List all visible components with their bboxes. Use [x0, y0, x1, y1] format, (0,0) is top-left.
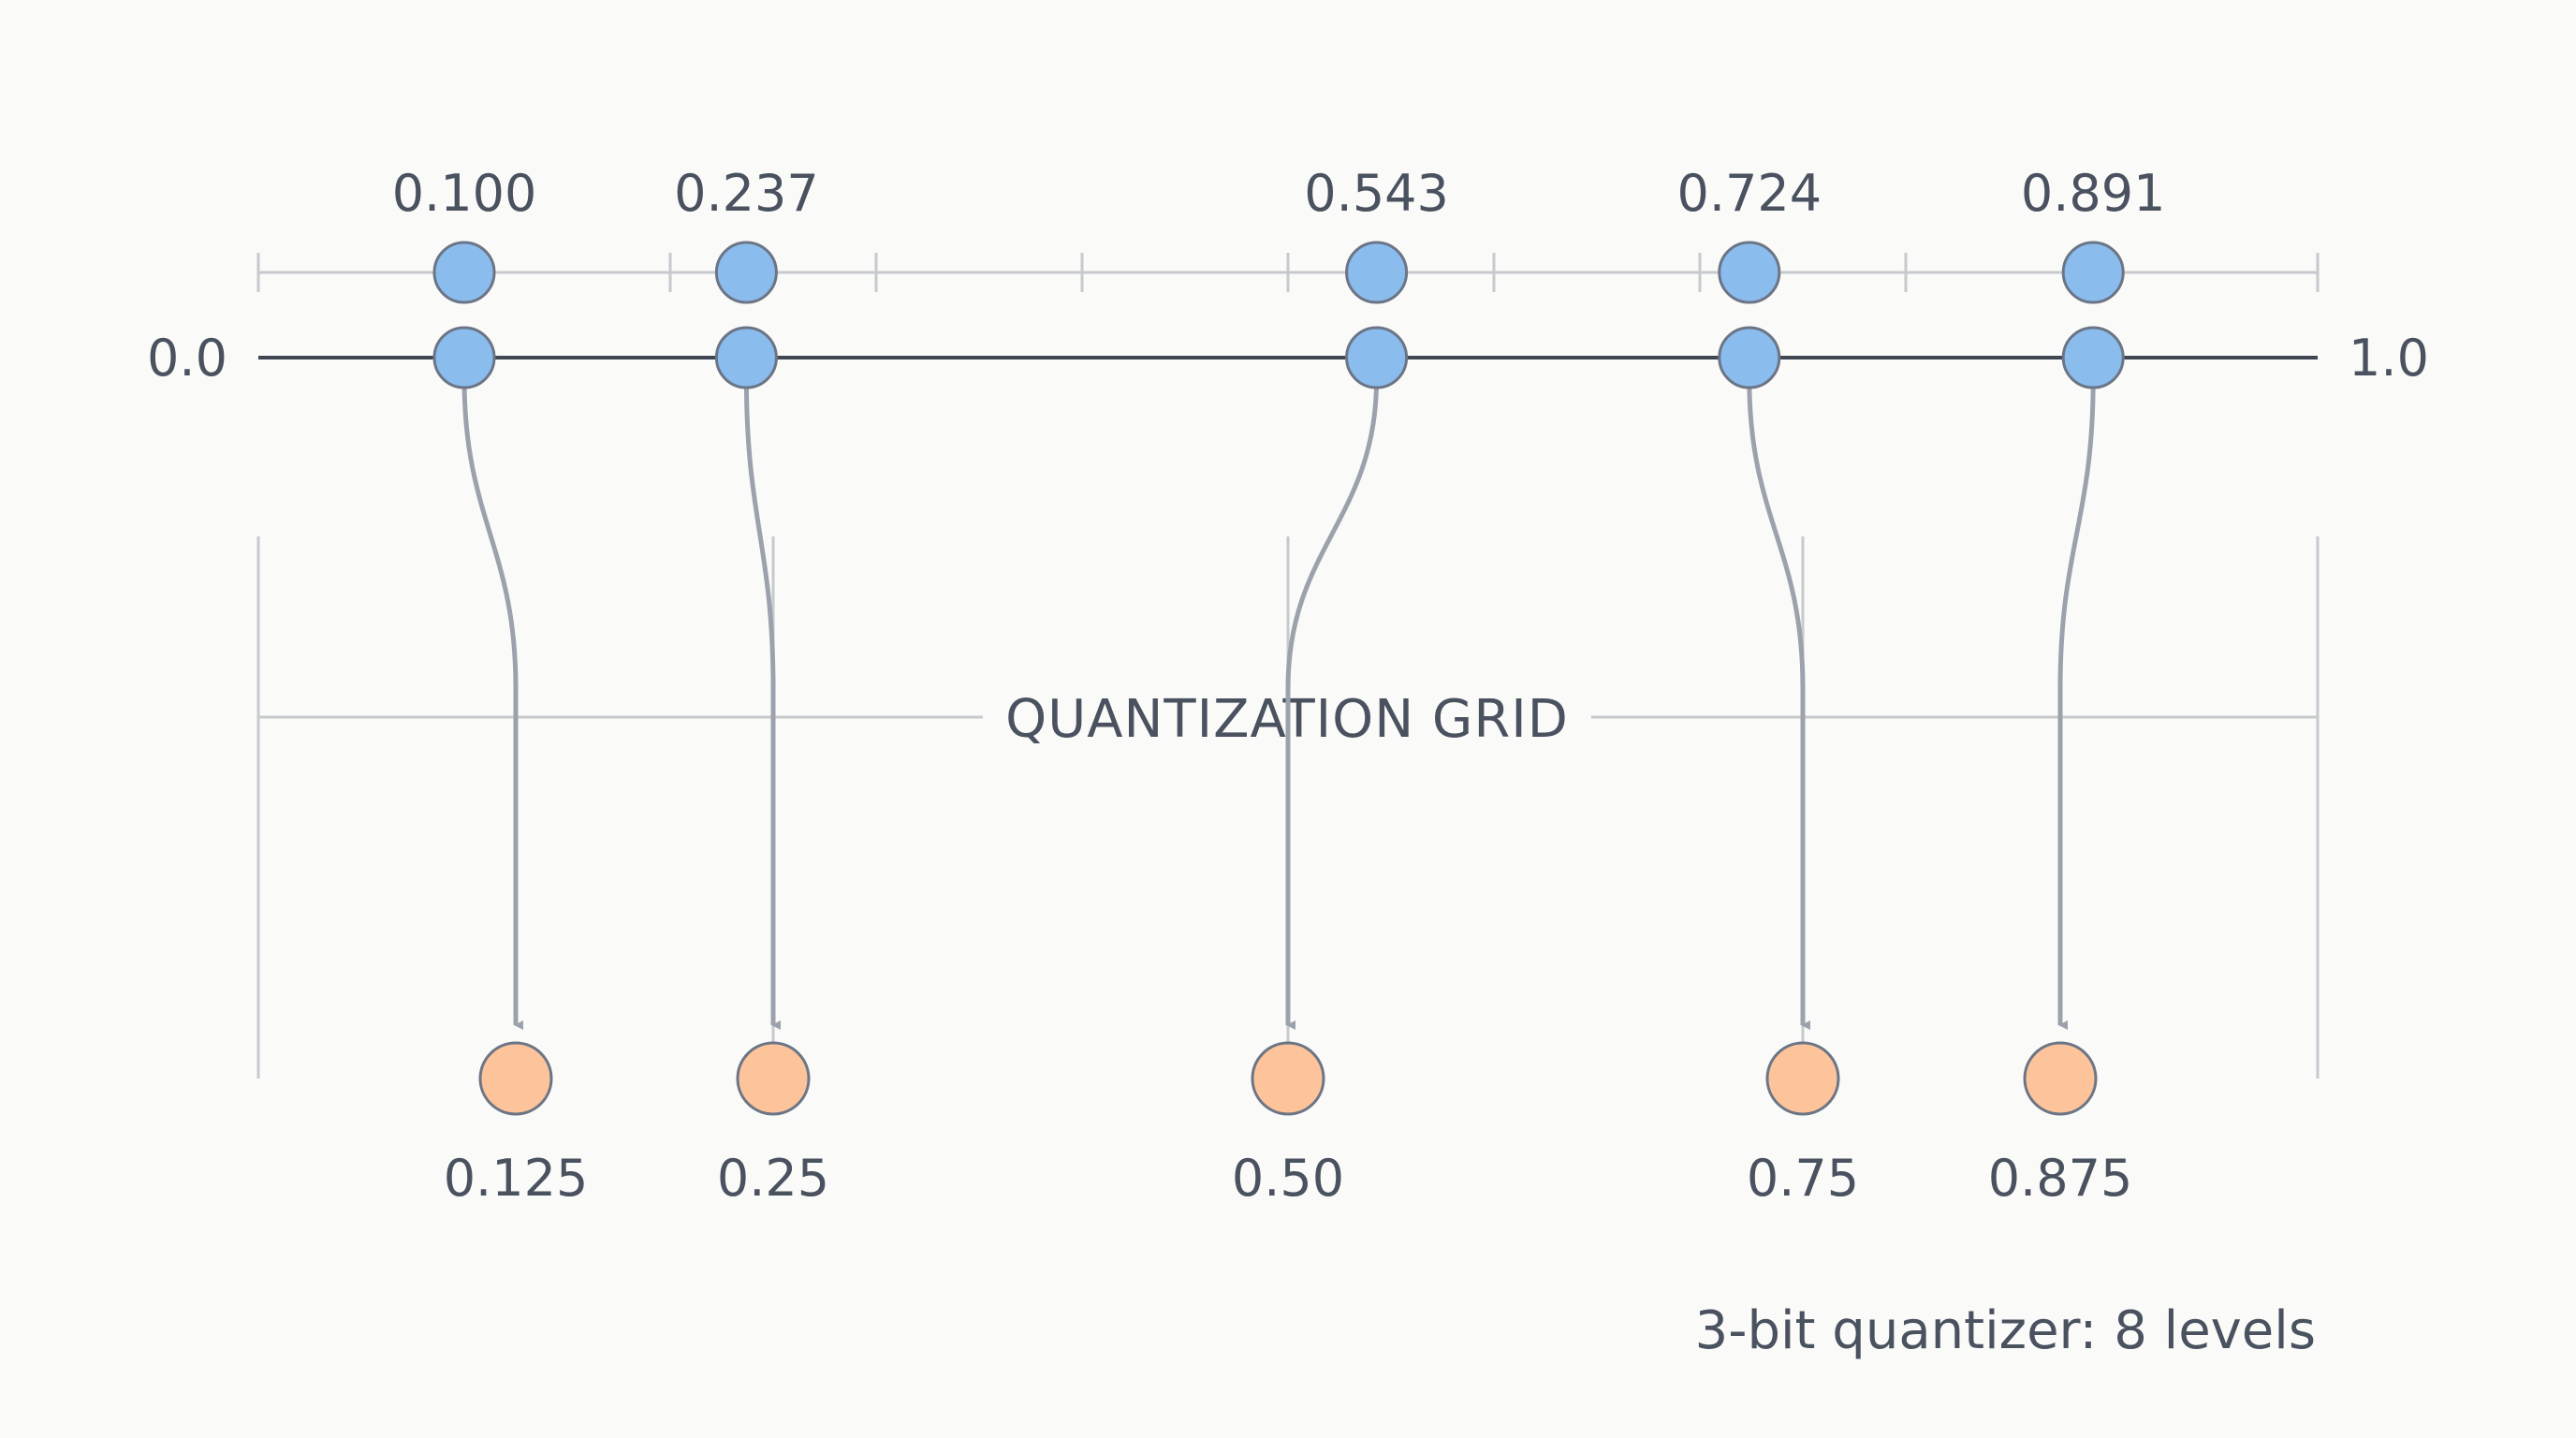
input-point-scale: [432, 241, 496, 304]
input-point: [1345, 326, 1409, 389]
tick-scale: [256, 253, 2320, 292]
input-point-scale: [1718, 241, 1781, 304]
caption: 3-bit quantizer: 8 levels: [1695, 1300, 2316, 1361]
quantized-point: [1765, 1041, 1840, 1116]
input-point: [2061, 326, 2125, 389]
quantized-value-label: 0.75: [1747, 1149, 1859, 1208]
input-point-scale: [1345, 241, 1409, 304]
mapping-arrow: [461, 378, 523, 1030]
quantized-value-label: 0.875: [1988, 1149, 2133, 1208]
input-value-label: 0.237: [674, 164, 819, 223]
mapping-arrow: [1747, 378, 1810, 1030]
input-value-label: 0.724: [1677, 164, 1822, 223]
quantized-point: [2023, 1041, 2098, 1116]
input-value-label: 0.891: [2021, 164, 2166, 223]
mapping-arrow: [1285, 378, 1380, 1030]
mapping-arrow: [743, 378, 781, 1030]
input-point-scale: [2061, 241, 2125, 304]
quantized-point: [478, 1041, 553, 1116]
input-point-scale: [714, 241, 778, 304]
input-value-label: 0.100: [392, 164, 537, 223]
quantized-value-label: 0.25: [717, 1149, 829, 1208]
quantized-value-label: 0.50: [1232, 1149, 1344, 1208]
input-point: [714, 326, 778, 389]
axis-min-label: 0.0: [147, 329, 227, 388]
quantized-point: [736, 1041, 811, 1116]
mapping-arrows: [461, 378, 2096, 1030]
axis-max-label: 1.0: [2349, 329, 2429, 388]
input-point: [432, 326, 496, 389]
quantized-point: [1251, 1041, 1325, 1116]
quantized-value-label: 0.125: [444, 1149, 589, 1208]
mapping-arrow: [2057, 378, 2096, 1030]
data-points: 0.100 0.237 0.543 0.724 0.891 0.125 0.25 0.50 0.…: [392, 164, 2166, 1208]
input-point: [1718, 326, 1781, 389]
input-value-label: 0.543: [1304, 164, 1449, 223]
